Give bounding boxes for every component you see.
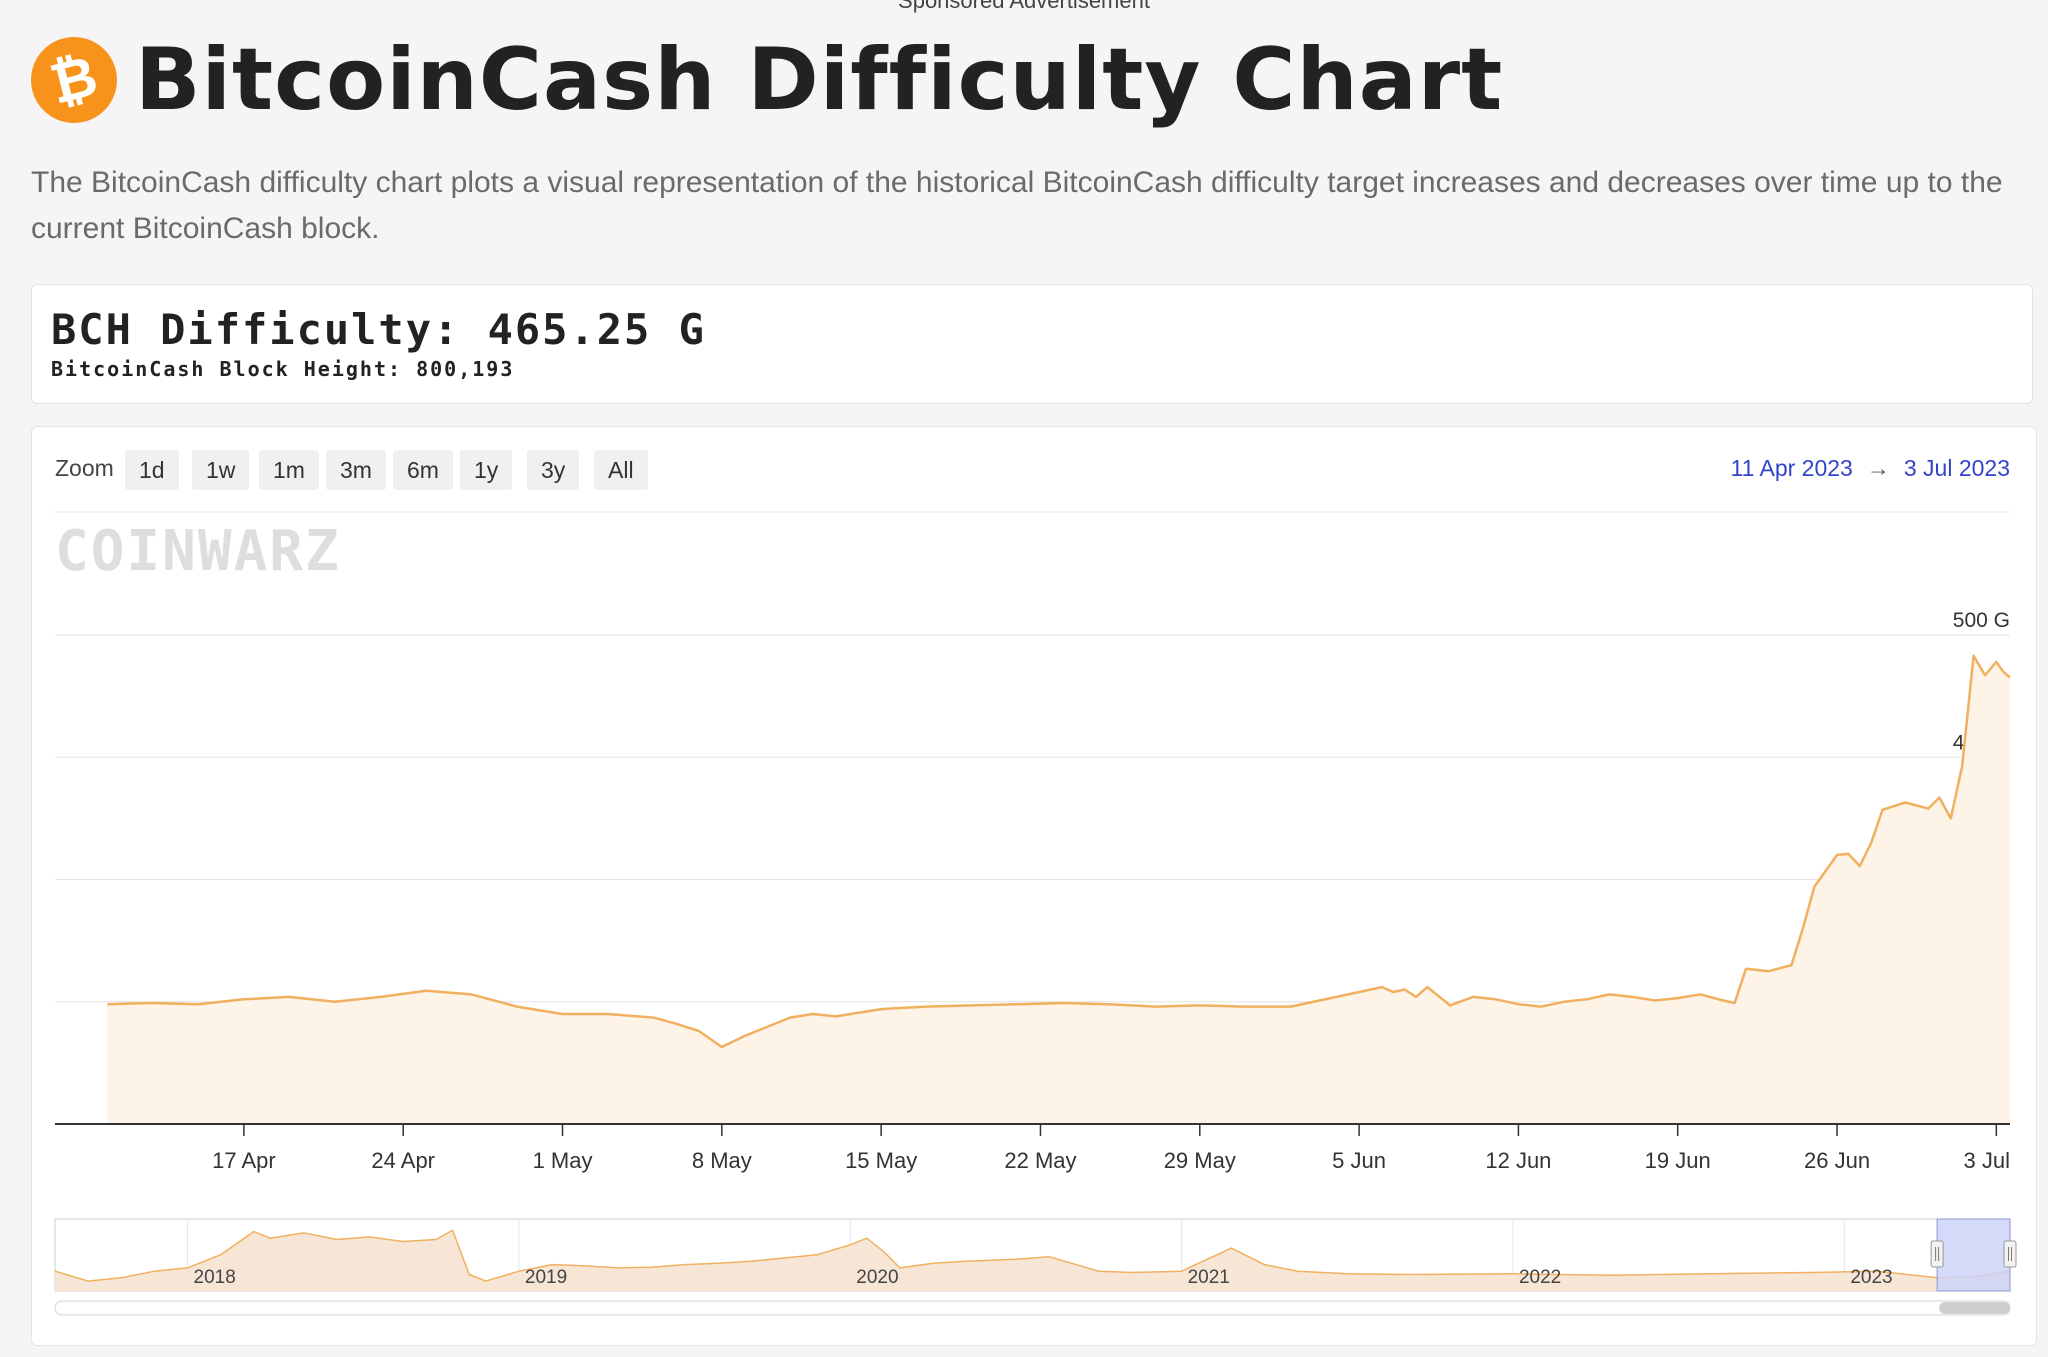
bitcoincash-logo-icon: ₿ (31, 37, 117, 123)
date-range: 11 Apr 2023 → 3 Jul 2023 (1731, 455, 2011, 482)
navigator-year-label: 2022 (1519, 1267, 1561, 1288)
page-description: The BitcoinCash difficulty chart plots a… (31, 166, 2003, 245)
difficulty-area (107, 655, 2010, 1124)
logo-glyph: ₿ (44, 43, 105, 118)
difficulty-value: BCH Difficulty: 465.25 G (51, 305, 706, 354)
range-arrow-icon: → (1866, 455, 1890, 481)
zoom-1w-button[interactable]: 1w (192, 450, 250, 490)
zoom-1d-button[interactable]: 1d (125, 450, 179, 490)
x-axis-tick-label: 1 May (533, 1148, 593, 1173)
navigator-scrollbar-track[interactable] (54, 1300, 2011, 1316)
navigator-left-handle[interactable] (1930, 1240, 1944, 1268)
zoom-all-button[interactable]: All (594, 450, 648, 490)
zoom-3y-button[interactable]: 3y (527, 450, 580, 490)
navigator-right-handle[interactable] (2003, 1240, 2017, 1268)
x-axis-tick-label: 3 Jul (1964, 1148, 2010, 1173)
range-start-date[interactable]: 11 Apr 2023 (1730, 455, 1853, 481)
zoom-1y-button[interactable]: 1y (460, 450, 513, 490)
x-axis-tick-label: 5 Jun (1332, 1148, 1386, 1173)
sponsored-ad-label: Sponsored Advertisement (898, 0, 1150, 13)
difficulty-summary-card: BCH Difficulty: 465.25 G BitcoinCash Blo… (31, 284, 2033, 404)
navigator-year-label: 2019 (525, 1267, 567, 1288)
x-axis-tick-label: 29 May (1164, 1148, 1236, 1173)
navigator-year-label: 2021 (1188, 1267, 1230, 1288)
navigator-line (54, 1229, 2011, 1282)
navigator-area (55, 1230, 2010, 1291)
navigator-scrollbar-thumb[interactable] (1939, 1302, 2010, 1314)
zoom-label: Zoom (55, 455, 114, 481)
coinwarz-watermark: COINWARZ (55, 519, 341, 584)
block-height: BitcoinCash Block Height: 800,193 (51, 357, 515, 381)
x-axis-tick-label: 22 May (1004, 1148, 1076, 1173)
y-axis-tick-label: 500 G (1953, 609, 2010, 632)
x-axis-tick-label: 8 May (692, 1148, 752, 1173)
x-axis-tick-label: 24 Apr (371, 1148, 435, 1173)
x-axis-tick-label: 12 Jun (1485, 1148, 1551, 1173)
page-title: BitcoinCash Difficulty Chart (135, 30, 1504, 130)
x-axis-tick-label: 26 Jun (1804, 1148, 1870, 1173)
page-header: ₿ BitcoinCash Difficulty Chart (31, 30, 1503, 130)
range-end-date[interactable]: 3 Jul 2023 (1903, 455, 2010, 481)
navigator-year-label: 2018 (194, 1267, 236, 1288)
navigator-selection[interactable] (1936, 1218, 2011, 1292)
navigator-year-label: 2020 (856, 1267, 898, 1288)
navigator-year-label: 2023 (1850, 1267, 1892, 1288)
x-axis-tick-label: 15 May (845, 1148, 917, 1173)
x-axis-tick-label: 19 Jun (1645, 1148, 1711, 1173)
zoom-6m-button[interactable]: 6m (393, 450, 453, 490)
difficulty-line[interactable] (107, 654, 2011, 1049)
zoom-1m-button[interactable]: 1m (259, 450, 319, 490)
zoom-3m-button[interactable]: 3m (326, 450, 386, 490)
x-axis-tick-label: 17 Apr (212, 1148, 276, 1173)
